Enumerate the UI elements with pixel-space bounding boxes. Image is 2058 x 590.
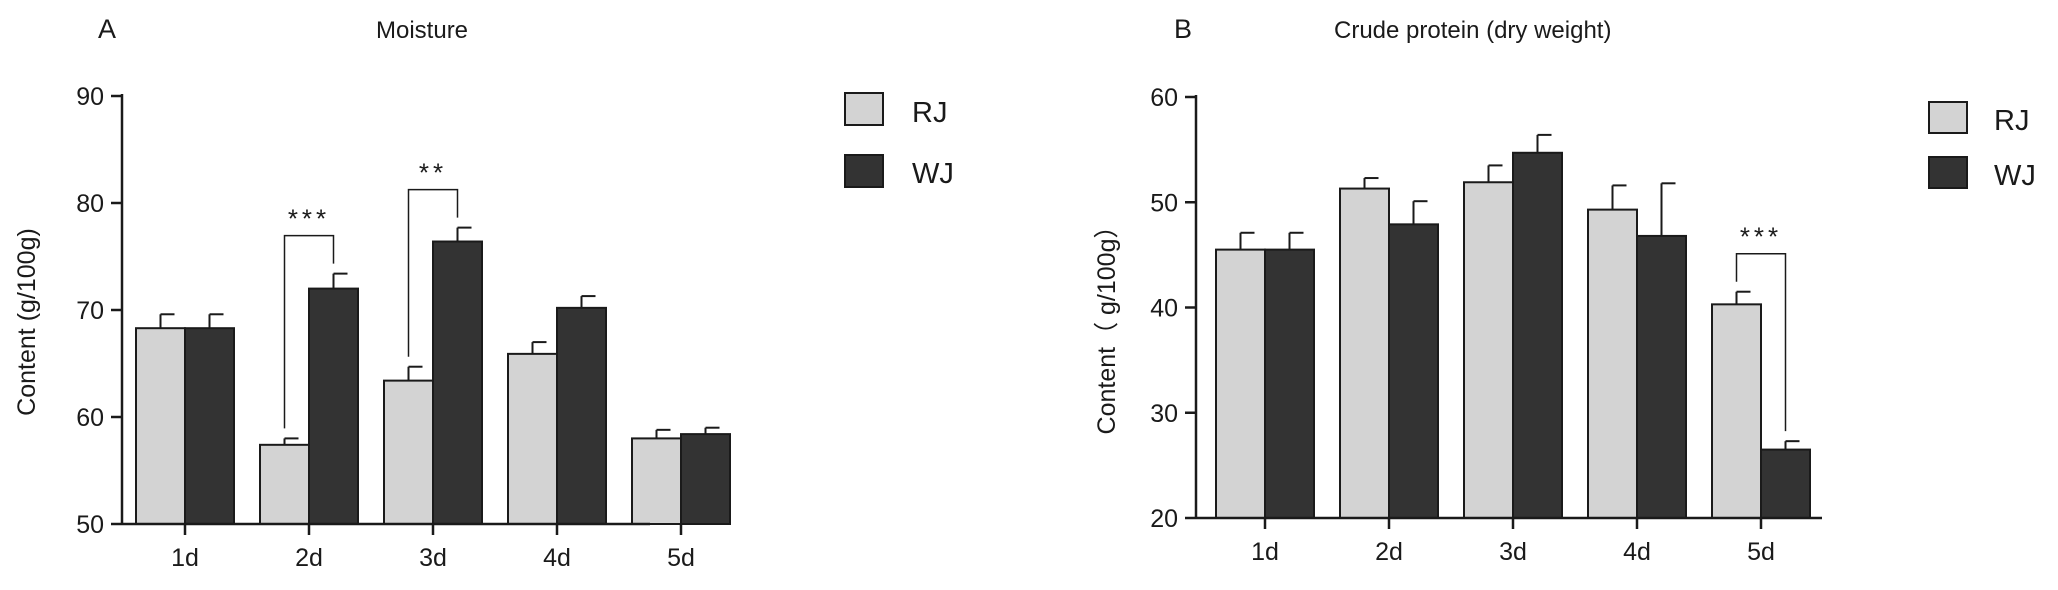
- panel-b-bar-rj-5d: [1711, 303, 1762, 519]
- panel-a-bar-rj-3d: [383, 379, 434, 525]
- panel-a-moisture-chart: A Moisture Content (g/100g) ***** 506070…: [13, 14, 954, 572]
- panel-a-bar-wj-2d: [308, 287, 359, 525]
- panel-a-letter: A: [98, 14, 116, 44]
- panel-a-legend-swatch-wj: [844, 154, 884, 188]
- panel-a-x-tick-label-4d: 4d: [543, 544, 571, 572]
- panel-a-x-tick-label-1d: 1d: [171, 544, 199, 572]
- panel-b-y-tick-label-50: 50: [1150, 189, 1178, 217]
- panel-b-legend: RJ WJ: [1928, 101, 2036, 192]
- panel-a-bar-wj-5d: [680, 433, 731, 525]
- panel-b-bar-rj-3d: [1463, 181, 1514, 519]
- panel-a-bar-wj-3d: [432, 240, 483, 526]
- panel-b-significance-label-5d: ***: [1740, 222, 1782, 252]
- panel-b-x-tick-label-5d: 5d: [1747, 538, 1775, 566]
- panel-a-legend-swatch-rj: [844, 92, 884, 126]
- panel-a-y-axis-title: Content (g/100g): [13, 228, 41, 416]
- panel-b-title: Crude protein (dry weight): [1334, 17, 1611, 44]
- panel-a-legend-label-rj: RJ: [912, 97, 947, 129]
- panel-a-bar-wj-1d: [184, 327, 235, 525]
- panel-b-bar-wj-2d: [1388, 223, 1439, 519]
- panel-b-bar-wj-3d: [1512, 151, 1563, 519]
- panel-a-legend: RJ WJ: [844, 92, 954, 190]
- panel-a-significance-bracket-3d: [407, 188, 459, 357]
- panel-a-legend-label-wj: WJ: [912, 158, 954, 190]
- panel-a-significance: *****: [283, 158, 459, 429]
- panel-a-significance-bracket-2d: [283, 234, 335, 429]
- panel-a-bar-wj-4d: [556, 306, 607, 525]
- panel-b-error-bars: [1239, 133, 1800, 450]
- panel-a-ticks: 50 60 70 80 90 1d 2d 3d 4d 5d: [76, 83, 695, 572]
- panel-b-y-tick-label-30: 30: [1150, 400, 1178, 428]
- panel-a-y-tick-label-80: 80: [76, 190, 104, 218]
- panel-b-x-tick-label-1d: 1d: [1251, 538, 1279, 566]
- panel-a-significance-label-2d: ***: [288, 204, 330, 234]
- panel-a-significance-label-3d: **: [419, 158, 447, 188]
- panel-a-bar-rj-1d: [135, 327, 186, 525]
- panel-a-bars: [135, 240, 731, 526]
- panel-b-bars: [1215, 151, 1811, 520]
- panel-a-y-tick-label-50: 50: [76, 511, 104, 539]
- panel-b-bar-rj-4d: [1587, 208, 1638, 519]
- panel-b-y-tick-label-20: 20: [1150, 505, 1178, 533]
- panel-b-bar-wj-4d: [1636, 234, 1687, 519]
- panel-b-significance-bracket-5d: [1735, 252, 1787, 432]
- panel-a-x-tick-label-2d: 2d: [295, 544, 323, 572]
- panel-a-error-bars: [159, 226, 720, 445]
- panel-b-bar-rj-2d: [1339, 187, 1390, 519]
- panel-a-title: Moisture: [376, 17, 468, 44]
- panel-a-bar-rj-4d: [507, 352, 558, 525]
- panel-b-legend-swatch-rj: [1928, 101, 1968, 134]
- panel-a-bar-rj-5d: [631, 437, 682, 525]
- panel-a-x-tick-label-3d: 3d: [419, 544, 447, 572]
- panel-b-crude-protein-chart: B Crude protein (dry weight) Content（ g/…: [1093, 14, 2036, 566]
- panel-b-x-tick-label-4d: 4d: [1623, 538, 1651, 566]
- panel-b-legend-label-wj: WJ: [1994, 160, 2036, 192]
- panel-a-y-tick-label-90: 90: [76, 83, 104, 111]
- panel-b-legend-swatch-wj: [1928, 156, 1968, 189]
- panel-b-legend-label-rj: RJ: [1994, 105, 2029, 137]
- panel-b-y-axis-title: Content（ g/100g）: [1093, 214, 1121, 435]
- panel-b-bar-wj-1d: [1264, 248, 1315, 520]
- panel-b-x-tick-label-2d: 2d: [1375, 538, 1403, 566]
- panel-a-bar-rj-2d: [259, 443, 310, 526]
- panel-b-ticks: 20 30 40 50 60 1d 2d 3d 4d 5d: [1150, 84, 1775, 566]
- panel-b-significance: ***: [1735, 222, 1787, 432]
- panel-b-letter: B: [1174, 14, 1192, 44]
- panel-b-y-tick-label-40: 40: [1150, 295, 1178, 323]
- panel-b-bar-rj-1d: [1215, 248, 1266, 520]
- panel-a-y-tick-label-70: 70: [76, 297, 104, 325]
- panel-a-x-tick-label-5d: 5d: [667, 544, 695, 572]
- panel-b-y-tick-label-60: 60: [1150, 84, 1178, 112]
- panel-b-bar-wj-5d: [1760, 448, 1811, 519]
- panel-a-y-tick-label-60: 60: [76, 404, 104, 432]
- panel-b-x-tick-label-3d: 3d: [1499, 538, 1527, 566]
